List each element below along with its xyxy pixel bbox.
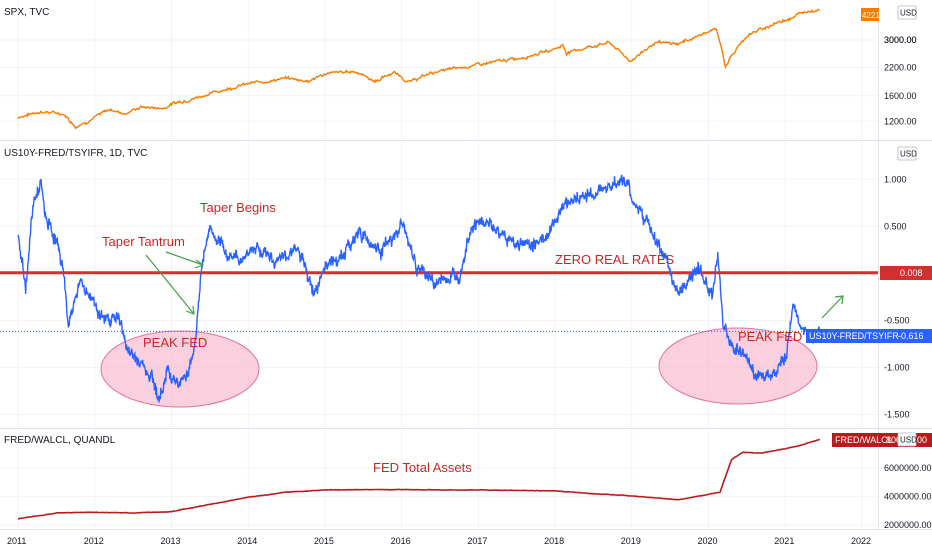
walcl-currency-badge[interactable] (897, 432, 917, 447)
x-tick-label: 2016 (391, 536, 411, 546)
spx-currency-text: USD (900, 9, 917, 18)
walcl-badge-value: 800 (886, 435, 901, 445)
taper-tantrum-label: Taper Tantrum (102, 234, 185, 249)
walcl-series-line[interactable] (17, 438, 821, 520)
walcl-badge-tail: 00 (917, 435, 927, 445)
x-tick-label: 2015 (314, 536, 334, 546)
fed-total-assets-label: FED Total Assets (373, 460, 472, 475)
spx-series-line[interactable] (17, 8, 820, 130)
taper-begins-label: Taper Begins (200, 200, 276, 215)
peak-fed-ellipse-right (658, 327, 818, 405)
y-tick-label: -0.500 (884, 316, 910, 326)
spx-value-badge (861, 8, 879, 21)
upward-arrow-icon (821, 295, 844, 319)
real-yield-currency-text: USD (900, 150, 917, 159)
x-tick-label: 2014 (237, 536, 257, 546)
peak-fed-label-right: PEAK FED (738, 329, 802, 344)
real-yield-series-badge-text: US10Y-FRED/TSYIFR (809, 331, 899, 341)
x-tick-label: 2019 (621, 536, 641, 546)
y-tick-label: 0.500 (884, 221, 907, 231)
x-tick-label: 2020 (698, 536, 718, 546)
taper-begins-arrow-icon (165, 251, 205, 269)
real-yield-last-badge (806, 329, 932, 343)
y-tick-label: 1200.00 (884, 116, 917, 126)
y-tick-label: -1.500 (884, 410, 910, 420)
y-tick-label: 3000.00 (884, 35, 917, 45)
y-tick-label: 3000.00 (884, 35, 917, 45)
real-yield-pane-title: US10Y-FRED/TSYIFR, 1D, TVC (4, 148, 147, 159)
y-tick-label: 4000000.00 (884, 492, 932, 502)
zero-line-value-badge (880, 266, 932, 280)
zero-real-rates-label: ZERO REAL RATES (555, 252, 675, 267)
x-tick-label: 2021 (774, 536, 794, 546)
x-tick-label: 2011 (7, 536, 26, 546)
y-tick-label: 1.000 (884, 174, 907, 184)
y-tick-label: 2200.00 (884, 63, 917, 73)
real-yield-last-value-text: -0.616 (898, 331, 924, 341)
zero-line-value-text: 0.008 (900, 268, 923, 278)
real-yield-series-line[interactable] (17, 174, 821, 403)
spx-pane-title: SPX, TVC (4, 7, 49, 18)
spx-currency-badge[interactable] (897, 5, 917, 20)
y-tick-label: -1.000 (884, 363, 910, 373)
y-tick-label: 1600.00 (884, 91, 917, 101)
x-tick-label: 2018 (544, 536, 564, 546)
real-yield-currency-badge[interactable] (897, 146, 917, 161)
y-tick-label: 2000000.00 (884, 520, 932, 530)
taper-tantrum-arrow-icon (145, 254, 195, 315)
walcl-badge-label: FRED/WALCL (835, 435, 893, 445)
y-tick-label: 6000000.00 (884, 463, 932, 473)
walcl-currency-text: USD (900, 436, 917, 445)
walcl-pane-title: FRED/WALCL, QUANDL (4, 435, 116, 446)
peak-fed-label-left: PEAK FED (143, 335, 207, 350)
x-tick-label: 2013 (161, 536, 181, 546)
x-tick-label: 2022 (851, 536, 871, 546)
x-tick-label: 2017 (467, 536, 487, 546)
spx-value-badge-text: 4221 (862, 11, 880, 20)
x-tick-label: 2012 (84, 536, 104, 546)
